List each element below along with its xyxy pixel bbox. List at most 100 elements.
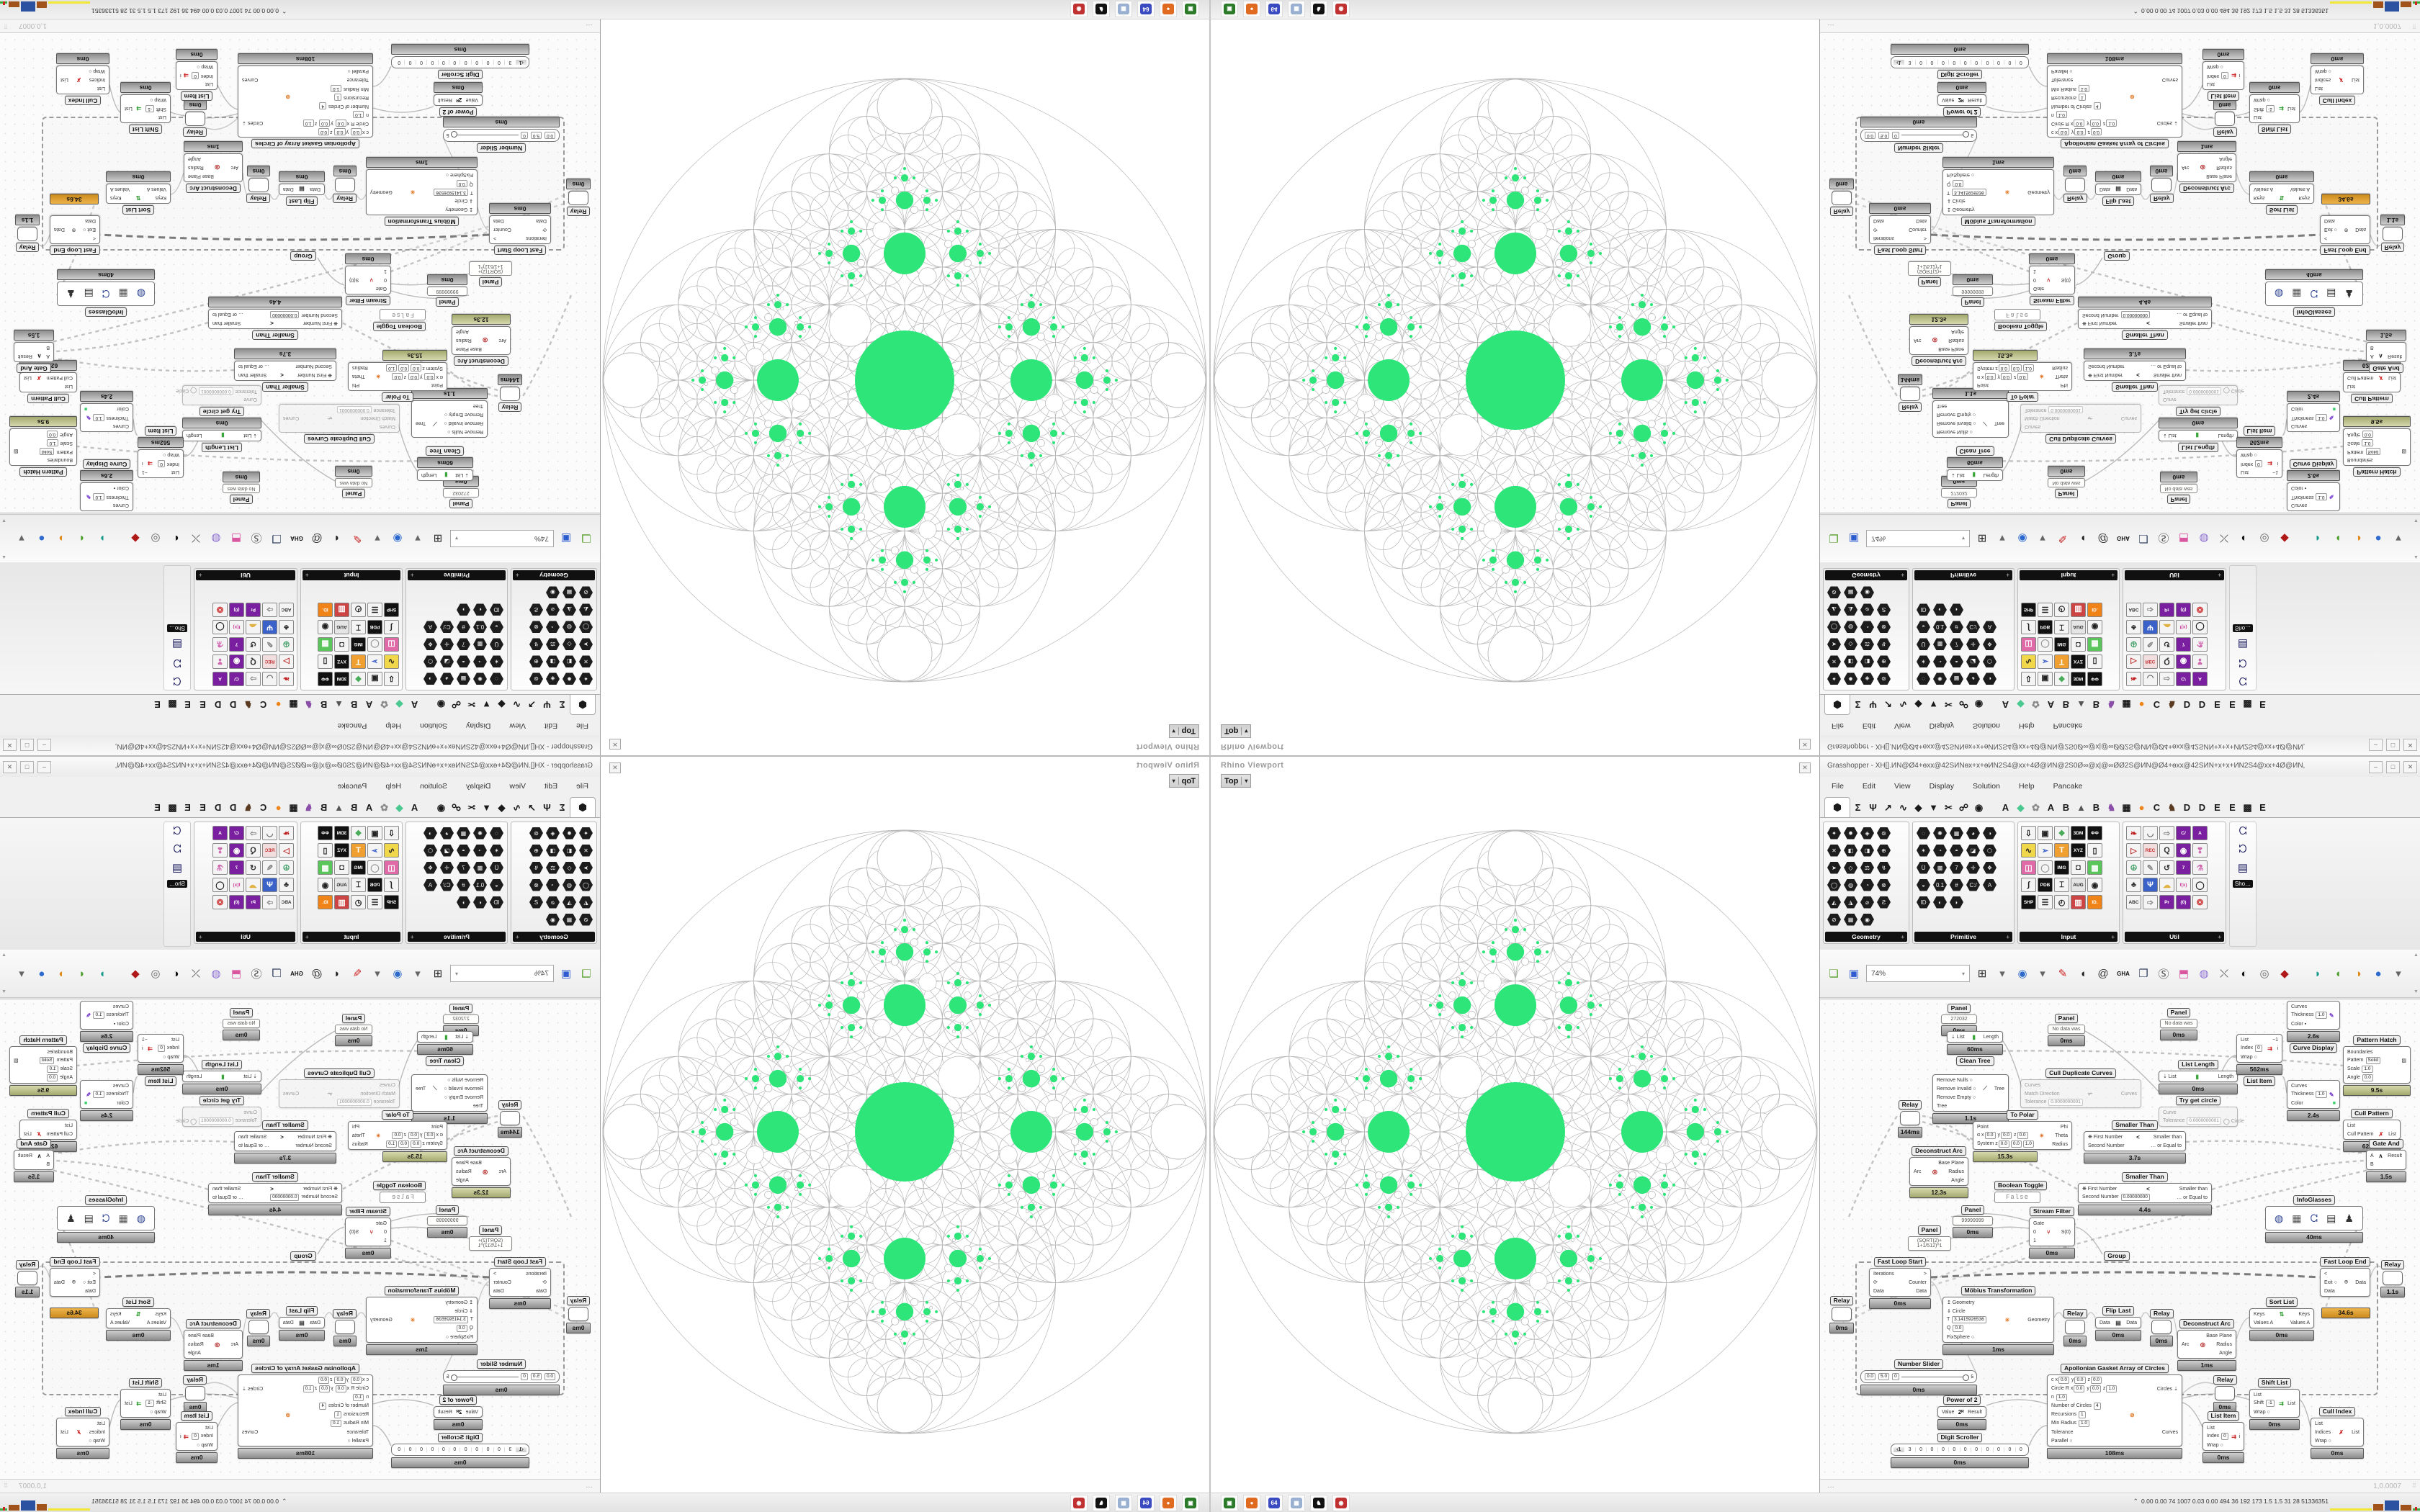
port-out[interactable]: List bbox=[2388, 375, 2396, 381]
node-curve-display[interactable]: Curves Thickness 1.0 ✎ Color ▪ 2.6s Curve Dis… bbox=[80, 1001, 133, 1054]
digit-cell[interactable]: 0 bbox=[483, 1447, 494, 1452]
port-out[interactable]: Data bbox=[493, 218, 504, 224]
node-label[interactable]: Relay bbox=[15, 1260, 40, 1269]
tab-icon[interactable]: ◉ bbox=[436, 802, 446, 813]
toolbar-icon-13[interactable]: ⬒ bbox=[230, 968, 242, 980]
value-chip[interactable]: 0.0 bbox=[1984, 1132, 1996, 1139]
port-in[interactable]: Index 0 bbox=[191, 72, 213, 79]
component-icon[interactable]: ▥ bbox=[2071, 603, 2086, 617]
component-icon[interactable]: ❣ bbox=[2192, 843, 2208, 858]
digit-cell[interactable]: 0 bbox=[460, 1447, 472, 1452]
component-icon[interactable]: ID bbox=[1917, 896, 1930, 909]
value-chip[interactable]: 0.0000000001 bbox=[2187, 387, 2221, 395]
taskbar-app-firefox[interactable]: ● bbox=[1243, 1, 1260, 17]
node-label[interactable]: Panel bbox=[2054, 1014, 2079, 1023]
component-icon[interactable]: IMG bbox=[2054, 860, 2069, 875]
port-in[interactable]: Values A bbox=[2254, 1320, 2274, 1326]
component-icon[interactable]: ◓ bbox=[457, 656, 470, 668]
port-in[interactable]: Curve bbox=[243, 1110, 257, 1115]
component-icon[interactable]: ◈ bbox=[546, 673, 560, 685]
port-out[interactable]: ▨ bbox=[14, 1058, 19, 1063]
port-in[interactable]: Circle R x0.0 y0.0 z1.0 bbox=[302, 120, 369, 127]
component-icon[interactable]: ▷ bbox=[2126, 843, 2141, 858]
node-label[interactable]: Panel bbox=[229, 1008, 254, 1017]
tab-icon[interactable]: ◉ bbox=[436, 699, 446, 710]
node-flip-last[interactable]: Flip Last Data ▤ Data 0ms bbox=[279, 170, 325, 206]
value-chip[interactable]: 0.0 bbox=[2074, 128, 2086, 135]
toolbar-icon-16[interactable]: ◐ bbox=[172, 967, 179, 980]
port-in[interactable]: System z0.00.01.0 bbox=[385, 364, 443, 372]
port-in[interactable]: Curves bbox=[112, 503, 129, 508]
node-fast-loop-start[interactable]: Fast Loop Start Iterations > ⟳ Counter Data Da… bbox=[1869, 1257, 1931, 1310]
component-icon[interactable]: ABC bbox=[279, 603, 294, 617]
node-label[interactable]: Cull Duplicate Curves bbox=[2045, 434, 2116, 444]
component-icon[interactable]: ➢ bbox=[2038, 843, 2053, 858]
digit-cell[interactable]: 0 bbox=[2004, 1447, 2015, 1452]
component-icon[interactable]: PDB bbox=[2038, 620, 2053, 634]
relay-node[interactable] bbox=[185, 112, 205, 126]
node-clean-tree[interactable]: ⇣ List ▮ Length 60ms Clean Tree bbox=[1947, 1031, 2003, 1067]
port-out[interactable]: Radius bbox=[2052, 1141, 2068, 1147]
value-chip[interactable]: 0.0 bbox=[2090, 128, 2102, 135]
tab-icon[interactable]: ♞ bbox=[2107, 699, 2116, 710]
titlebar[interactable]: Grasshopper - XH[].ИN@Ø4+ѳxx@42SИNѳx+x+ѳ… bbox=[1820, 757, 2420, 778]
component-icon[interactable]: REC bbox=[2143, 654, 2158, 669]
component-icon[interactable]: ❖ bbox=[424, 639, 437, 651]
port-in[interactable]: Remove Nulls ○ bbox=[447, 1077, 483, 1083]
node-label[interactable]: Curve Display bbox=[2289, 1043, 2338, 1053]
digit-cell[interactable]: 0 bbox=[416, 60, 428, 65]
port-out[interactable]: Base Plane bbox=[456, 1160, 482, 1166]
node-relay[interactable]: Relay 0ms bbox=[2150, 1309, 2174, 1348]
node-list-item[interactable]: List −1 Index 0 ⇉ i Wrap ○ 562ms List Item bbox=[138, 425, 184, 478]
port-in[interactable]: Iterations bbox=[1873, 1271, 1894, 1277]
port-out[interactable]: Curves bbox=[2161, 77, 2178, 83]
tab-icon[interactable]: B bbox=[350, 802, 358, 813]
component-icon[interactable]: ⇨ bbox=[2159, 672, 2174, 686]
node-body[interactable]: Base Plane Arc ◎ Radius Angle bbox=[1909, 1157, 1968, 1186]
node-label[interactable]: Relay bbox=[183, 127, 207, 137]
menu-item-display[interactable]: Display bbox=[1929, 782, 1955, 791]
port-in[interactable]: Parallel ○ bbox=[2051, 1438, 2073, 1444]
node-label[interactable]: Panel bbox=[449, 1004, 473, 1013]
overflow-icon[interactable]: ᘰ bbox=[173, 657, 182, 669]
port-in[interactable]: α x0.0 y0.0 z0.0 bbox=[391, 1132, 443, 1139]
show-more-button[interactable]: Sho… bbox=[2232, 624, 2254, 632]
port-in[interactable]: Index 0 bbox=[2241, 460, 2263, 467]
port-in[interactable]: Number of Circles 4 bbox=[2051, 102, 2102, 109]
slider-chip[interactable]: 0 bbox=[521, 1373, 528, 1380]
rhino-viewport[interactable]: Rhino Viewport Top ▾ ✕ bbox=[1211, 18, 1820, 755]
port-in[interactable]: ⇣ List bbox=[2163, 433, 2177, 438]
value-chip[interactable]: 0.0 bbox=[411, 1140, 422, 1148]
menu-item-view[interactable]: View bbox=[509, 721, 526, 730]
node-boolean-toggle[interactable]: Boolean Toggle False bbox=[1994, 309, 2048, 331]
relay-node[interactable] bbox=[500, 1111, 520, 1125]
node-body[interactable]: ❋ First Number < Smaller than Second Number… bbox=[208, 309, 342, 329]
component-icon[interactable]: PDB bbox=[2038, 878, 2053, 892]
port-out[interactable]: Counter bbox=[1909, 227, 1927, 233]
node-label[interactable]: Fast Loop Start bbox=[1873, 246, 1927, 255]
toolbar-icon-16[interactable]: ◐ bbox=[172, 532, 179, 545]
component-icon[interactable]: Q bbox=[2159, 654, 2174, 669]
viewport-view-dropdown[interactable]: Top ▾ bbox=[1168, 774, 1199, 788]
toolbar-icon-0[interactable]: ❏ bbox=[581, 532, 591, 544]
viewport-view-dropdown[interactable]: Top ▾ bbox=[1221, 724, 1252, 738]
port-in[interactable]: Remove Empty ○ bbox=[444, 1094, 483, 1100]
node-body[interactable]: Iterations > ⟳ Counter Data Data bbox=[489, 215, 551, 244]
node-list-item[interactable]: List −1 Index 0 ⇉ i Wrap ○ 562ms List Item bbox=[2236, 425, 2282, 478]
node-body[interactable]: ↥ Geometry ⇓ Circle T 3.1415926536 ✳ Geometr… bbox=[366, 1297, 478, 1343]
toolbar-icon-12[interactable]: Ⓢ bbox=[251, 968, 262, 981]
component-icon[interactable]: ◴ bbox=[2054, 895, 2069, 909]
component-icon[interactable]: ⌶ bbox=[2054, 878, 2069, 892]
node-label[interactable]: Deconstruct Arc bbox=[186, 184, 241, 193]
port-in[interactable]: Arc bbox=[1914, 1169, 1922, 1174]
node-label[interactable]: Apollonian Gasket Array of Circles bbox=[251, 139, 359, 148]
component-icon[interactable]: ◇ bbox=[1844, 639, 1857, 651]
menu-item-file[interactable]: File bbox=[576, 782, 588, 791]
toolbar-icon-9[interactable]: @ bbox=[311, 967, 323, 980]
value-chip[interactable]: 1.0 bbox=[302, 120, 314, 127]
digit-cell[interactable]: 3 bbox=[505, 1447, 516, 1452]
minimize-button[interactable]: – bbox=[2369, 761, 2383, 773]
toolbar-icon-24[interactable]: ▾ bbox=[2396, 532, 2401, 544]
node-body[interactable]: Gate 0 ⑂ S(0) 1 bbox=[345, 266, 391, 294]
